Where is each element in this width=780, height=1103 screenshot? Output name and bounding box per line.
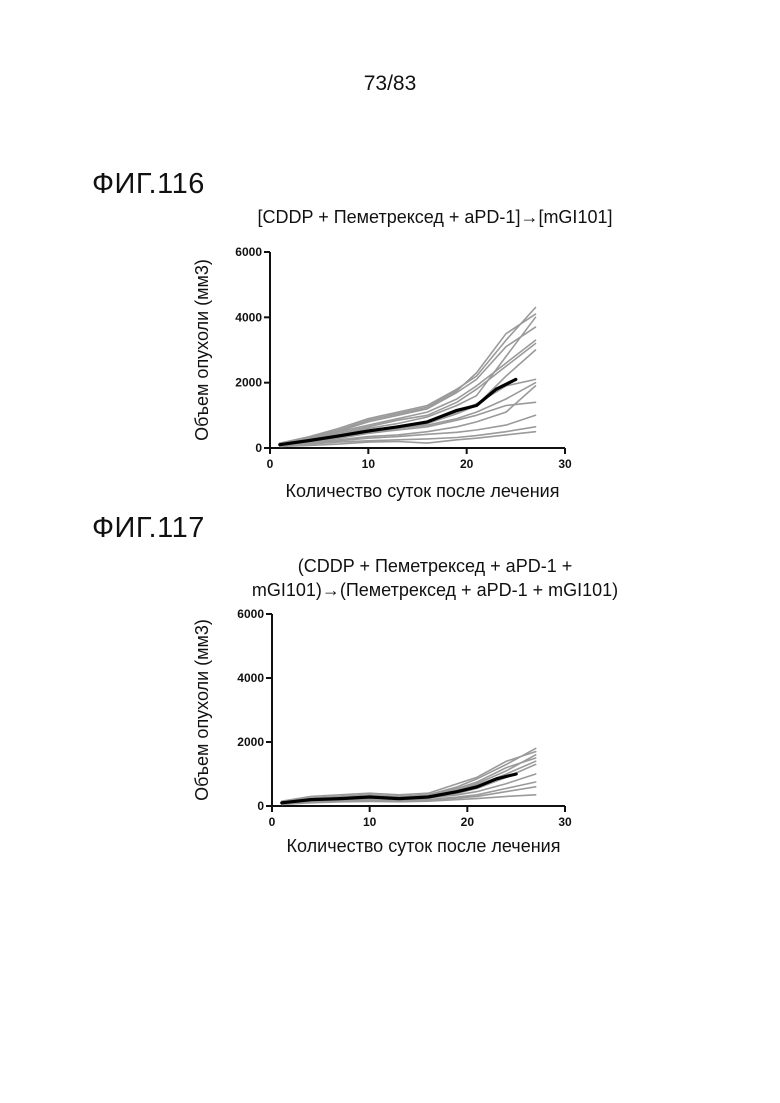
chart-116-y-tick-label-6000: 6000: [235, 245, 262, 259]
chart-116-individual-line-13: [280, 350, 536, 445]
chart-117-title-line-2: mGI101)→(Пеметрексед + aPD-1 + mGI101): [252, 580, 618, 600]
chart-116-y-axis-label: Объем опухоли (мм3): [192, 259, 212, 441]
chart-117-x-tick-label-30: 30: [558, 815, 572, 829]
chart-116-svg: [CDDP + Пеметрексед + aPD-1]→[mGI101] 0 20…: [0, 195, 780, 515]
chart-figure-116: [CDDP + Пеметрексед + aPD-1]→[mGI101] 0 20…: [0, 195, 780, 515]
chart-117-y-axis-label: Объем опухоли (мм3): [192, 619, 212, 801]
chart-117-title-line-1: (CDDP + Пеметрексед + aPD-1 +: [298, 556, 572, 576]
chart-116-y-tick-label-0: 0: [255, 441, 262, 455]
chart-117-y-tick-label-4000: 4000: [237, 671, 264, 685]
chart-116-y-tick-label-2000: 2000: [235, 376, 262, 390]
chart-116-x-tick-label-0: 0: [267, 457, 274, 471]
chart-117-x-tick-label-0: 0: [269, 815, 276, 829]
chart-116-y-tick-label-4000: 4000: [235, 310, 262, 324]
chart-116-x-axis-label: Количество суток после лечения: [286, 481, 560, 501]
chart-116-title-line-1: [CDDP + Пеметрексед + aPD-1]→[mGI101]: [258, 207, 613, 227]
chart-117-svg: (CDDP + Пеметрексед + aPD-1 + mGI101)→(Пе…: [0, 545, 780, 865]
figure-117-label: ФИГ.117: [92, 512, 205, 545]
chart-117-y-tick-label-0: 0: [257, 799, 264, 813]
chart-117-y-tick-label-2000: 2000: [237, 735, 264, 749]
chart-117-x-tick-label-20: 20: [461, 815, 475, 829]
chart-117-x-axis-label: Количество суток после лечения: [287, 836, 561, 856]
chart-117-y-tick-label-6000: 6000: [237, 607, 264, 621]
page-number: 73/83: [0, 72, 780, 96]
chart-116-x-tick-label-30: 30: [558, 457, 572, 471]
chart-116-x-tick-label-10: 10: [362, 457, 376, 471]
chart-116-individual-line-5: [280, 308, 536, 444]
chart-figure-117: (CDDP + Пеметрексед + aPD-1 + mGI101)→(Пе…: [0, 545, 780, 865]
chart-117-x-tick-label-10: 10: [363, 815, 377, 829]
chart-116-x-tick-label-20: 20: [460, 457, 474, 471]
